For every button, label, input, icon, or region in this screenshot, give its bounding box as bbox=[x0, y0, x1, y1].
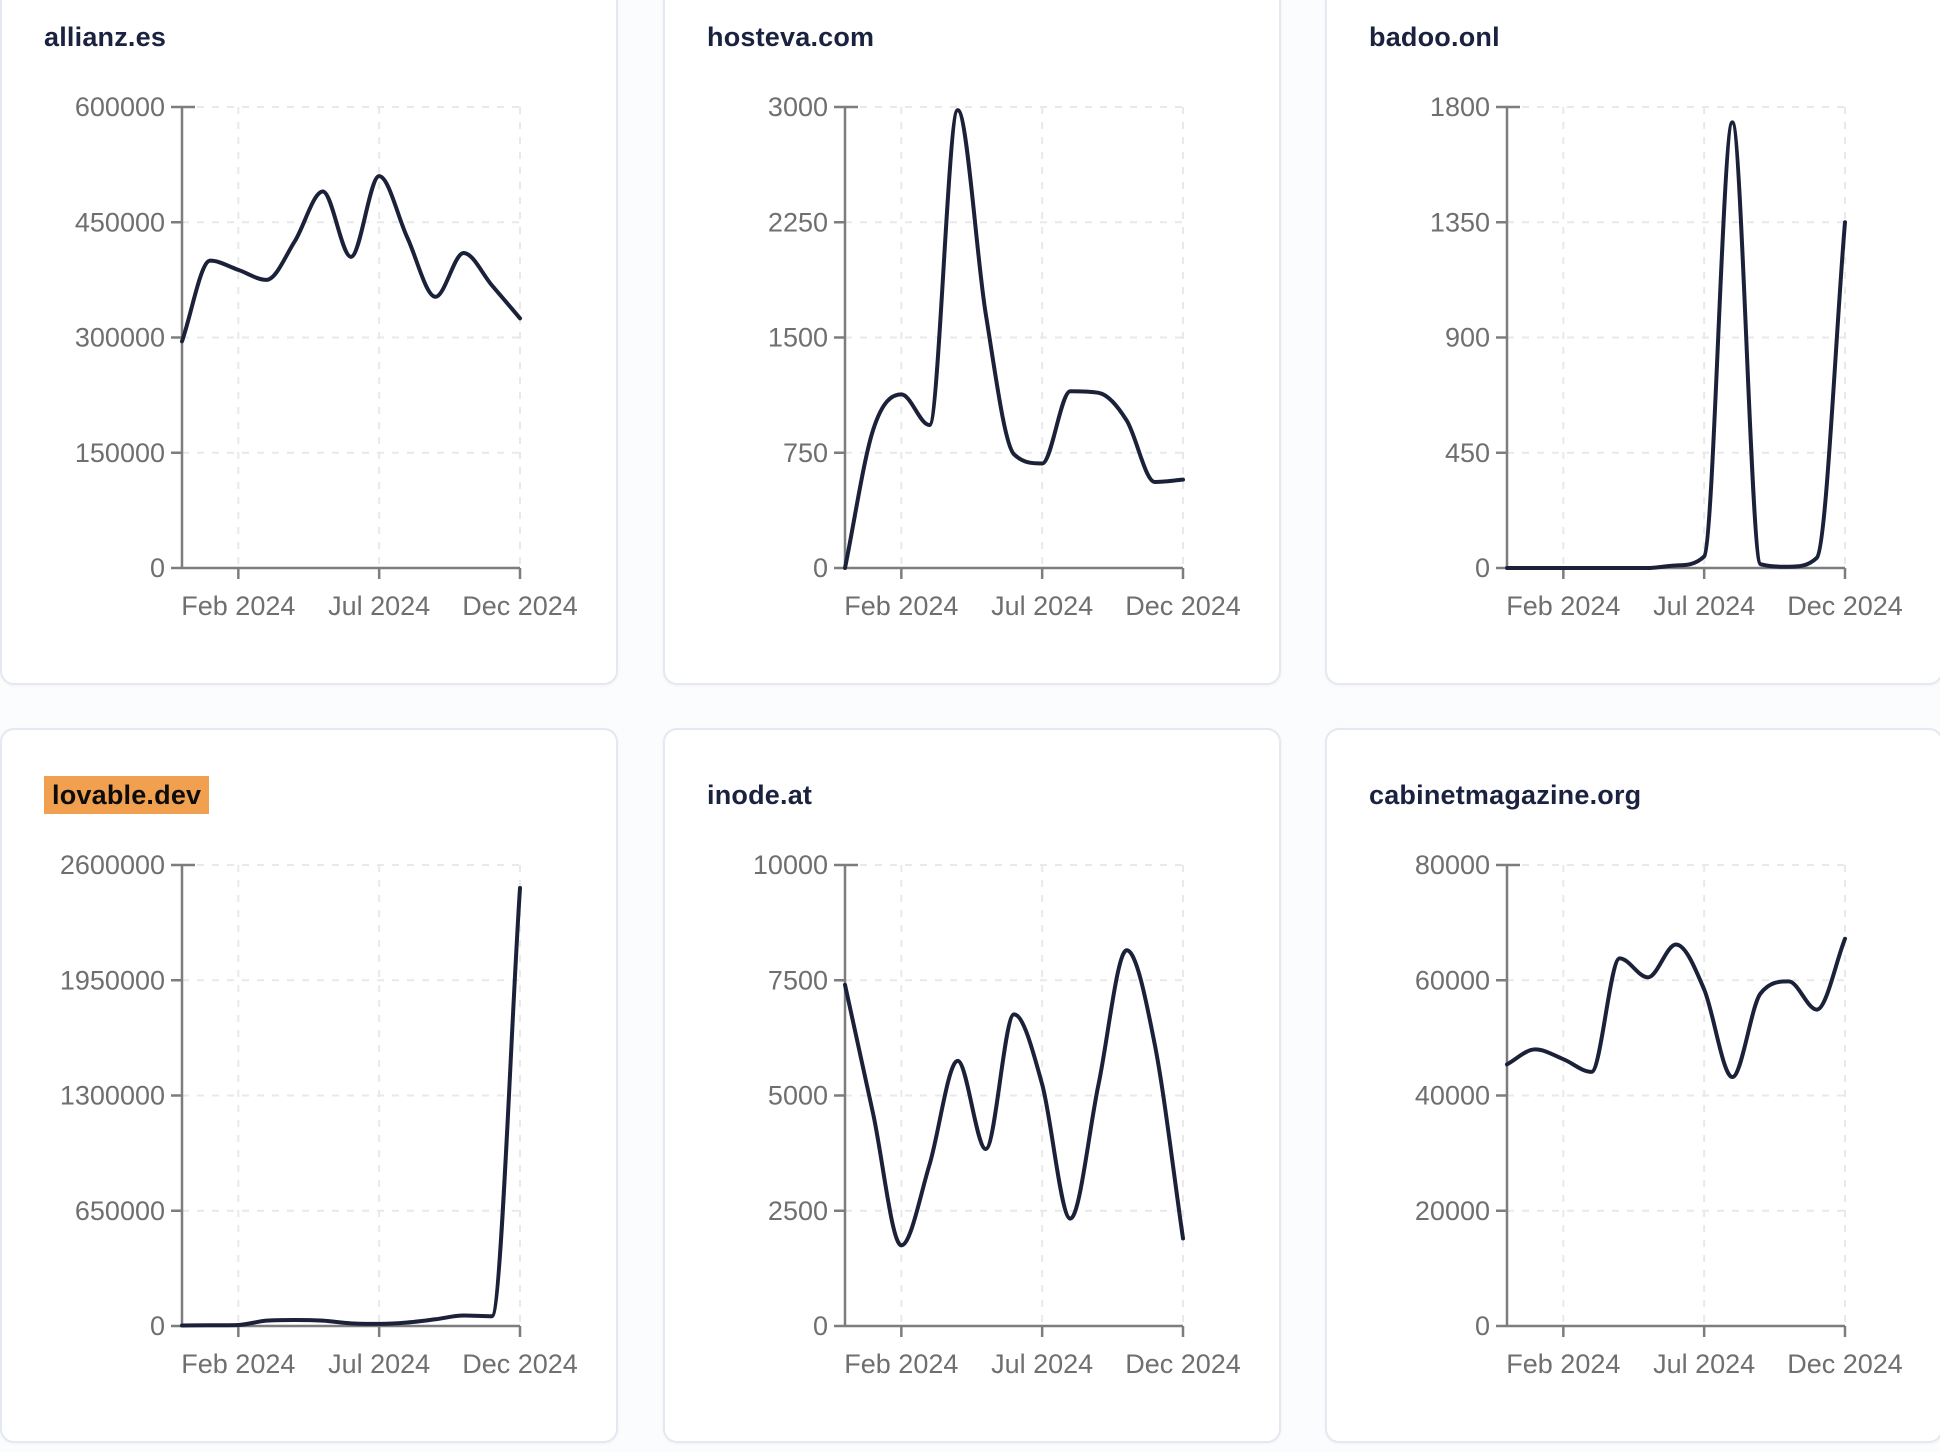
x-tick-label: Jul 2024 bbox=[991, 1349, 1093, 1379]
domain-label-highlighted[interactable]: lovable.dev bbox=[44, 776, 210, 814]
y-tick-label: 300000 bbox=[75, 323, 165, 353]
y-tick-label: 80000 bbox=[1415, 850, 1490, 880]
y-tick-label: 650000 bbox=[75, 1196, 165, 1226]
chart-title[interactable]: lovable.dev bbox=[44, 776, 210, 814]
y-tick-label: 2600000 bbox=[60, 850, 165, 880]
x-tick-label: Dec 2024 bbox=[1125, 1349, 1241, 1379]
y-tick-label: 450 bbox=[1445, 438, 1490, 468]
y-tick-label: 600000 bbox=[75, 92, 165, 122]
chart-title[interactable]: cabinetmagazine.org bbox=[1369, 780, 1641, 811]
series-line bbox=[1505, 936, 1847, 1080]
y-tick-label: 900 bbox=[1445, 323, 1490, 353]
chart-title[interactable]: inode.at bbox=[707, 780, 812, 811]
chart-card-cabinetmagazine: cabinetmagazine.org 0 20000 40000 60000 8000… bbox=[1325, 728, 1940, 1443]
y-tick-label: 1300000 bbox=[60, 1081, 165, 1111]
line-chart: 0 150000 300000 450000 600000 Feb 2024 Jul 202… bbox=[75, 92, 578, 621]
x-tick-label: Feb 2024 bbox=[181, 1349, 295, 1379]
x-tick-label: Jul 2024 bbox=[328, 1349, 430, 1379]
line-chart: 0 450 900 1350 1800 Feb 2024 Jul 2024 Dec 2024 bbox=[1430, 92, 1903, 621]
chart-title[interactable]: badoo.onl bbox=[1369, 22, 1500, 53]
x-tick-label: Dec 2024 bbox=[1787, 591, 1903, 621]
y-tick-label: 1500 bbox=[768, 323, 828, 353]
domain-label[interactable]: inode.at bbox=[707, 780, 813, 810]
y-tick-label: 0 bbox=[150, 553, 165, 583]
x-tick-label: Feb 2024 bbox=[844, 1349, 958, 1379]
y-tick-label: 0 bbox=[813, 553, 828, 583]
x-tick-label: Dec 2024 bbox=[1125, 591, 1241, 621]
x-tick-label: Feb 2024 bbox=[181, 591, 295, 621]
domain-label[interactable]: hosteva.com bbox=[707, 22, 875, 52]
y-tick-label: 1800 bbox=[1430, 92, 1490, 122]
y-tick-label: 450000 bbox=[75, 207, 165, 237]
line-chart: 0 2500 5000 7500 10000 Feb 2024 Jul 2024 Dec 20… bbox=[753, 850, 1241, 1379]
y-tick-label: 150000 bbox=[75, 438, 165, 468]
series-line bbox=[1505, 120, 1847, 570]
chart-card-hosteva: hosteva.com 0 750 1500 2250 3000 Feb 2024 Jul … bbox=[663, 0, 1281, 685]
y-tick-label: 7500 bbox=[768, 965, 828, 995]
x-tick-label: Dec 2024 bbox=[462, 1349, 578, 1379]
x-tick-label: Jul 2024 bbox=[1653, 591, 1755, 621]
y-tick-label: 0 bbox=[150, 1311, 165, 1341]
y-tick-label: 0 bbox=[813, 1311, 828, 1341]
series-line bbox=[180, 174, 522, 344]
x-tick-label: Dec 2024 bbox=[1787, 1349, 1903, 1379]
line-chart: 0 650000 1300000 1950000 2600000 Feb 2024 Jul … bbox=[60, 850, 578, 1379]
y-tick-label: 10000 bbox=[753, 850, 828, 880]
line-chart: 0 750 1500 2250 3000 Feb 2024 Jul 2024 Dec 2024 bbox=[768, 92, 1241, 621]
domain-label[interactable]: cabinetmagazine.org bbox=[1369, 780, 1642, 810]
x-tick-label: Feb 2024 bbox=[1506, 591, 1620, 621]
y-tick-label: 60000 bbox=[1415, 965, 1490, 995]
x-tick-label: Jul 2024 bbox=[1653, 1349, 1755, 1379]
y-tick-label: 3000 bbox=[768, 92, 828, 122]
y-tick-label: 5000 bbox=[768, 1081, 828, 1111]
x-tick-label: Dec 2024 bbox=[462, 591, 578, 621]
y-tick-label: 0 bbox=[1475, 553, 1490, 583]
y-tick-label: 1950000 bbox=[60, 965, 165, 995]
chart-card-inode: inode.at 0 2500 5000 7500 10000 Feb 2024 Jul 2… bbox=[663, 728, 1281, 1443]
series-line bbox=[180, 886, 522, 1328]
x-tick-label: Jul 2024 bbox=[328, 591, 430, 621]
x-tick-label: Jul 2024 bbox=[991, 591, 1093, 621]
series-line bbox=[843, 108, 1185, 570]
series-line bbox=[843, 948, 1185, 1248]
chart-card-badoo: badoo.onl 0 450 900 1350 1800 Feb 2024 Jul 202… bbox=[1325, 0, 1940, 685]
y-tick-label: 0 bbox=[1475, 1311, 1490, 1341]
domain-label[interactable]: badoo.onl bbox=[1369, 22, 1500, 52]
line-chart: 0 20000 40000 60000 80000 Feb 2024 Jul 2024 Dec… bbox=[1415, 850, 1903, 1379]
y-tick-label: 750 bbox=[783, 438, 828, 468]
chart-card-lovable: lovable.dev 0 650000 1300000 1950000 2600000… bbox=[0, 728, 618, 1443]
x-tick-label: Feb 2024 bbox=[1506, 1349, 1620, 1379]
domain-label[interactable]: allianz.es bbox=[44, 22, 167, 52]
chart-title[interactable]: allianz.es bbox=[44, 22, 166, 53]
y-tick-label: 1350 bbox=[1430, 207, 1490, 237]
x-tick-label: Feb 2024 bbox=[844, 591, 958, 621]
chart-card-allianz: allianz.es 0 150000 300000 450000 600000 Feb … bbox=[0, 0, 618, 685]
y-tick-label: 2250 bbox=[768, 207, 828, 237]
y-tick-label: 2500 bbox=[768, 1196, 828, 1226]
y-tick-label: 40000 bbox=[1415, 1081, 1490, 1111]
y-tick-label: 20000 bbox=[1415, 1196, 1490, 1226]
chart-title[interactable]: hosteva.com bbox=[707, 22, 874, 53]
